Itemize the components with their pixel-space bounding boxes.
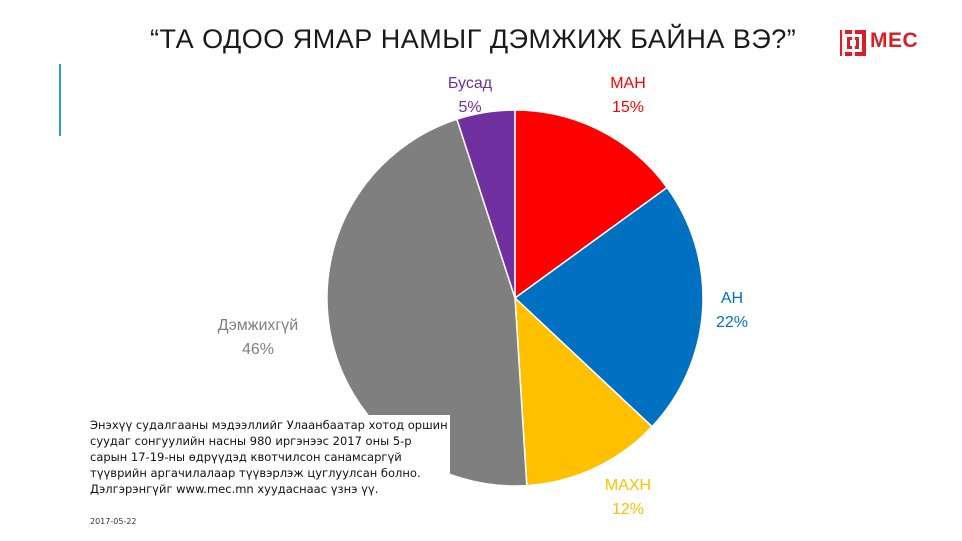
slice-value-label: 22%	[716, 314, 748, 331]
pie-slice	[514, 296, 654, 487]
slice-label: АН	[721, 290, 743, 307]
slice-value-label: 5%	[458, 99, 481, 116]
slice-value-label: 12%	[612, 501, 644, 518]
slice-label: МАН	[610, 75, 646, 92]
pie-slice	[455, 109, 516, 299]
pie-slice	[514, 109, 669, 300]
logo-text: MEC	[870, 29, 919, 52]
pie-slice	[326, 118, 528, 487]
slide-date: 2017-05-22	[90, 517, 137, 526]
slice-label: Дэмжихгүй	[218, 317, 298, 334]
survey-note: Энэхүү судалгааны мэдээллийг Улаанбаатар…	[90, 415, 450, 499]
slice-value-label: 46%	[242, 341, 274, 358]
slice-label: Бусад	[448, 75, 493, 92]
slide-title: “ТА ОДОО ЯМАР НАМЫГ ДЭМЖИЖ БАЙНА ВЭ?”	[150, 24, 797, 54]
mec-logo-icon	[840, 28, 866, 58]
slice-label: МАХН	[605, 477, 651, 494]
accent-bar	[59, 64, 61, 136]
slice-value-label: 15%	[612, 99, 644, 116]
pie-slice	[513, 186, 704, 428]
